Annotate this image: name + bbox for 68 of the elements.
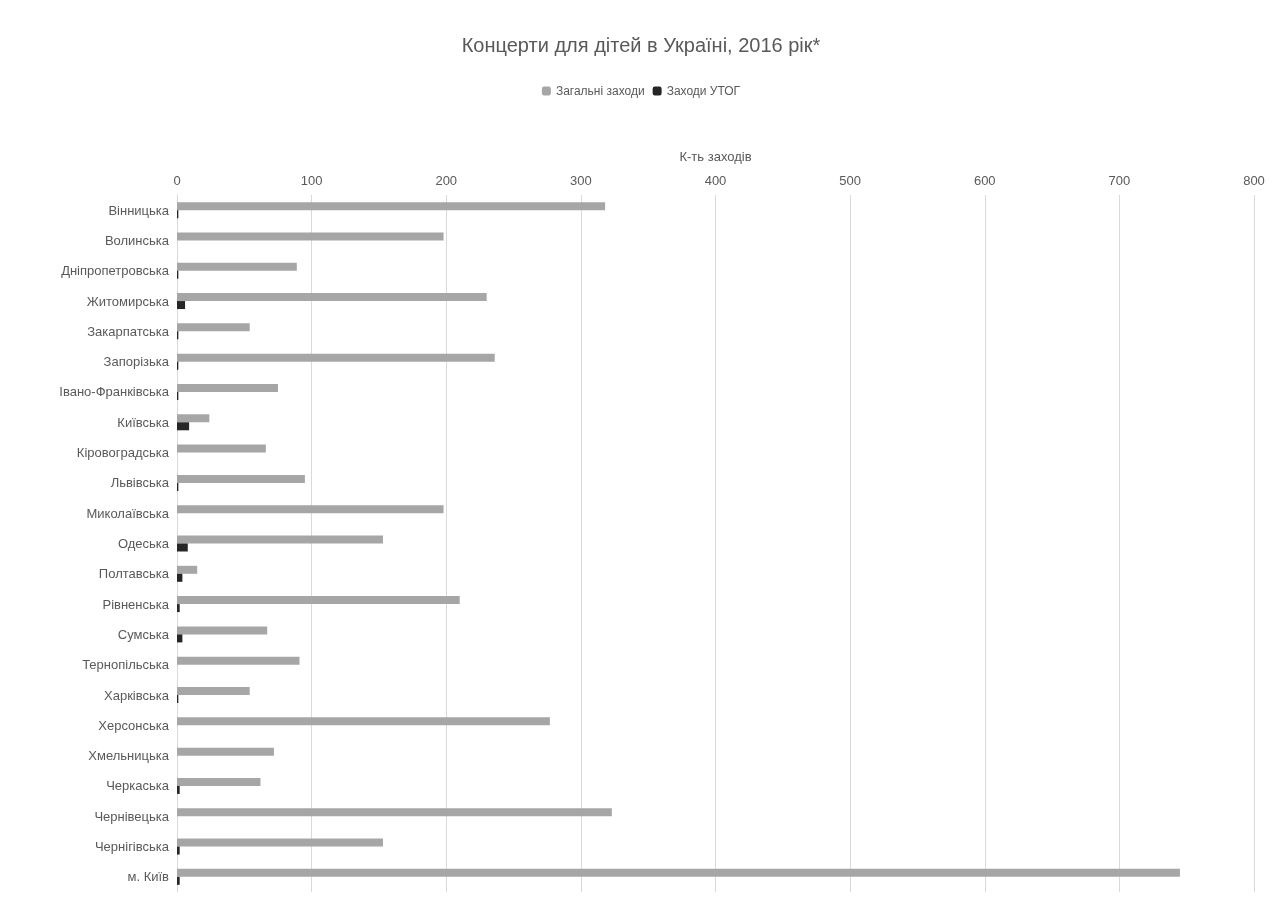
bar: [177, 656, 300, 665]
y-tick-label: Запорізька: [103, 354, 170, 370]
y-tick-label: Тернопільська: [82, 657, 170, 673]
legend-label: Загальні заходи: [555, 84, 645, 98]
x-tick-label: 800: [1243, 173, 1265, 188]
chart-title: Концерти для дітей в Україні, 2016 рік*: [461, 34, 821, 56]
y-tick-label: Херсонська: [98, 717, 170, 733]
bar: [177, 868, 1180, 877]
y-tick-label: Хмельницька: [88, 748, 170, 764]
bar: [177, 505, 444, 514]
bar: [177, 301, 186, 310]
y-tick-label: Чернігівська: [94, 839, 170, 855]
y-tick-label: м. Київ: [127, 869, 170, 885]
x-tick-label: 200: [435, 173, 458, 188]
y-tick-label: Черкаська: [106, 778, 170, 794]
bar: [177, 846, 180, 855]
bar: [177, 777, 261, 786]
x-tick-label: 700: [1108, 173, 1131, 188]
x-tick-label: 100: [300, 173, 323, 188]
y-tick-label: Закарпатська: [87, 323, 170, 339]
x-tick-label: 500: [839, 173, 861, 188]
bar: [177, 422, 190, 431]
y-tick-label: Одеська: [117, 536, 170, 551]
bar: [177, 383, 278, 392]
bar: [177, 785, 180, 794]
y-tick-label: Миколаївська: [86, 505, 170, 521]
bar: [177, 808, 612, 817]
y-tick-label: Дніпропетровська: [61, 263, 170, 279]
bar: [177, 323, 250, 332]
bar: [177, 565, 198, 574]
bar: [177, 596, 460, 605]
y-tick-label: Чернівецька: [94, 808, 170, 824]
y-tick-label: Волинська: [104, 232, 170, 248]
bar: [177, 262, 297, 271]
bar: [177, 232, 444, 241]
bar: [177, 414, 210, 423]
bar: [177, 876, 180, 885]
bar: [177, 202, 606, 211]
y-tick-label: Харківська: [104, 687, 170, 703]
y-tick-label: Кіровоградська: [76, 445, 170, 461]
bar: [177, 444, 266, 453]
x-tick-label: 300: [570, 173, 592, 188]
bar: [177, 604, 180, 613]
bar: [177, 353, 495, 362]
bar: [177, 573, 183, 582]
y-tick-label: Львівська: [110, 475, 170, 491]
legend-label: Заходи УТОГ: [666, 84, 741, 98]
x-tick-label: 400: [704, 173, 727, 188]
bar: [177, 474, 305, 483]
x-axis-title: К-ть заходів: [679, 149, 752, 164]
bar: [177, 838, 383, 847]
bar: [177, 634, 183, 643]
y-tick-label: Полтавська: [98, 566, 170, 582]
bar: [177, 687, 250, 696]
bar: [177, 543, 188, 552]
x-tick-label: 600: [973, 173, 996, 188]
y-tick-label: Івано-Франківська: [59, 384, 170, 400]
bar: [177, 717, 550, 726]
y-tick-label: Рівненська: [102, 596, 170, 612]
y-tick-label: Житомирська: [86, 293, 170, 309]
y-tick-label: Сумська: [117, 626, 170, 642]
bar: [177, 626, 268, 635]
bar: [177, 535, 383, 544]
y-tick-label: Вінницька: [108, 202, 170, 218]
bar: [177, 747, 274, 756]
bar: [177, 293, 487, 302]
y-tick-label: Київська: [117, 414, 170, 430]
x-tick-label: 0: [173, 173, 181, 188]
